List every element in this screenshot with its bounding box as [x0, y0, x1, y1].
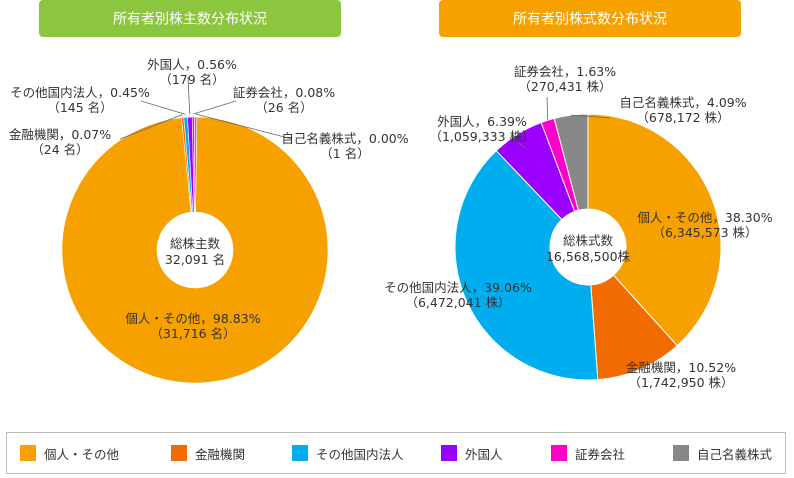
- data-count-treasury: （678,172 株）: [636, 110, 729, 125]
- legend-swatch: [673, 445, 689, 461]
- data-count-domestic-corp: （145 名）: [47, 100, 112, 115]
- data-label-individual: 個人・その他，98.83%: [125, 311, 260, 326]
- legend-label: 金融機関: [195, 446, 246, 462]
- leader-line: [193, 100, 237, 115]
- data-count-foreign: （1,059,333 株）: [429, 129, 534, 144]
- legend-label: その他国内法人: [316, 446, 404, 462]
- data-label-foreign: 外国人，0.56%: [147, 57, 237, 72]
- center-label-value: 32,091 名: [165, 252, 225, 267]
- data-label-foreign: 外国人，6.39%: [437, 114, 527, 129]
- legend-item-treasury: 自己名義株式: [673, 433, 772, 473]
- data-label-securities: 証券会社，1.63%: [514, 64, 616, 79]
- data-count-financial: （24 名）: [31, 142, 88, 157]
- legend-label: 自己名義株式: [697, 446, 773, 462]
- legend-label: 外国人: [465, 446, 503, 462]
- leader-line: [195, 113, 293, 140]
- left-chart-title: 所有者別株主数分布状況: [113, 12, 267, 28]
- leader-line: [517, 142, 527, 150]
- data-label-individual: 個人・その他，38.30%: [637, 210, 772, 225]
- data-count-treasury: （1 名）: [320, 146, 369, 161]
- left-chart-title-bg: [39, 0, 341, 37]
- legend-swatch: [292, 445, 308, 461]
- leader-line: [119, 114, 183, 140]
- legend-item-securities: 証券会社: [551, 433, 625, 473]
- data-label-financial: 金融機関，10.52%: [626, 360, 736, 375]
- slice-individual: [587, 113, 722, 347]
- center-label-value: 16,568,500株: [546, 249, 631, 264]
- center-label-title: 総株主数: [170, 236, 221, 251]
- legend-item-domestic-corp: その他国内法人: [292, 433, 404, 473]
- data-count-individual: （31,716 名）: [150, 326, 235, 341]
- data-label-financial: 金融機関，0.07%: [9, 127, 111, 142]
- data-label-treasury: 自己名義株式，4.09%: [619, 95, 746, 110]
- legend-label: 個人・その他: [44, 446, 120, 462]
- legend-item-financial: 金融機関: [171, 433, 245, 473]
- data-count-financial: （1,742,950 株）: [628, 375, 733, 390]
- legend: 個人・その他 金融機関 その他国内法人 外国人 証券会社 自己名義株式: [6, 432, 786, 474]
- data-label-treasury: 自己名義株式，0.00%: [281, 131, 408, 146]
- leader-line: [570, 114, 611, 119]
- data-count-domestic-corp: （6,472,041 株）: [405, 295, 510, 310]
- data-label-domestic-corp: その他国内法人，0.45%: [10, 85, 150, 100]
- legend-label: 証券会社: [575, 446, 626, 462]
- slice-treasury: [553, 113, 589, 211]
- data-count-securities: （270,431 株）: [518, 79, 611, 94]
- right-chart-title-bg: [439, 0, 741, 37]
- data-count-foreign: （179 名）: [159, 72, 224, 87]
- legend-swatch: [441, 445, 457, 461]
- data-label-domestic-corp: その他国内法人，39.06%: [384, 280, 532, 295]
- legend-swatch: [551, 445, 567, 461]
- right-chart-title: 所有者別株式数分布状況: [513, 12, 667, 28]
- data-label-securities: 証券会社，0.08%: [233, 85, 335, 100]
- data-count-individual: （6,345,573 株）: [652, 225, 757, 240]
- leader-line: [187, 76, 191, 115]
- data-count-securities: （26 名）: [255, 100, 312, 115]
- legend-swatch: [20, 445, 36, 461]
- slice-domestic-corp: [454, 149, 599, 381]
- slice-treasury: [194, 116, 198, 213]
- center-label-title: 総株式数: [563, 233, 614, 248]
- slice-financial: [590, 274, 678, 381]
- leader-line: [546, 96, 549, 121]
- leader-line: [140, 100, 186, 115]
- legend-item-foreign: 外国人: [441, 433, 503, 473]
- legend-swatch: [171, 445, 187, 461]
- legend-item-individual: 個人・その他: [20, 433, 119, 473]
- slice-individual: [61, 116, 329, 384]
